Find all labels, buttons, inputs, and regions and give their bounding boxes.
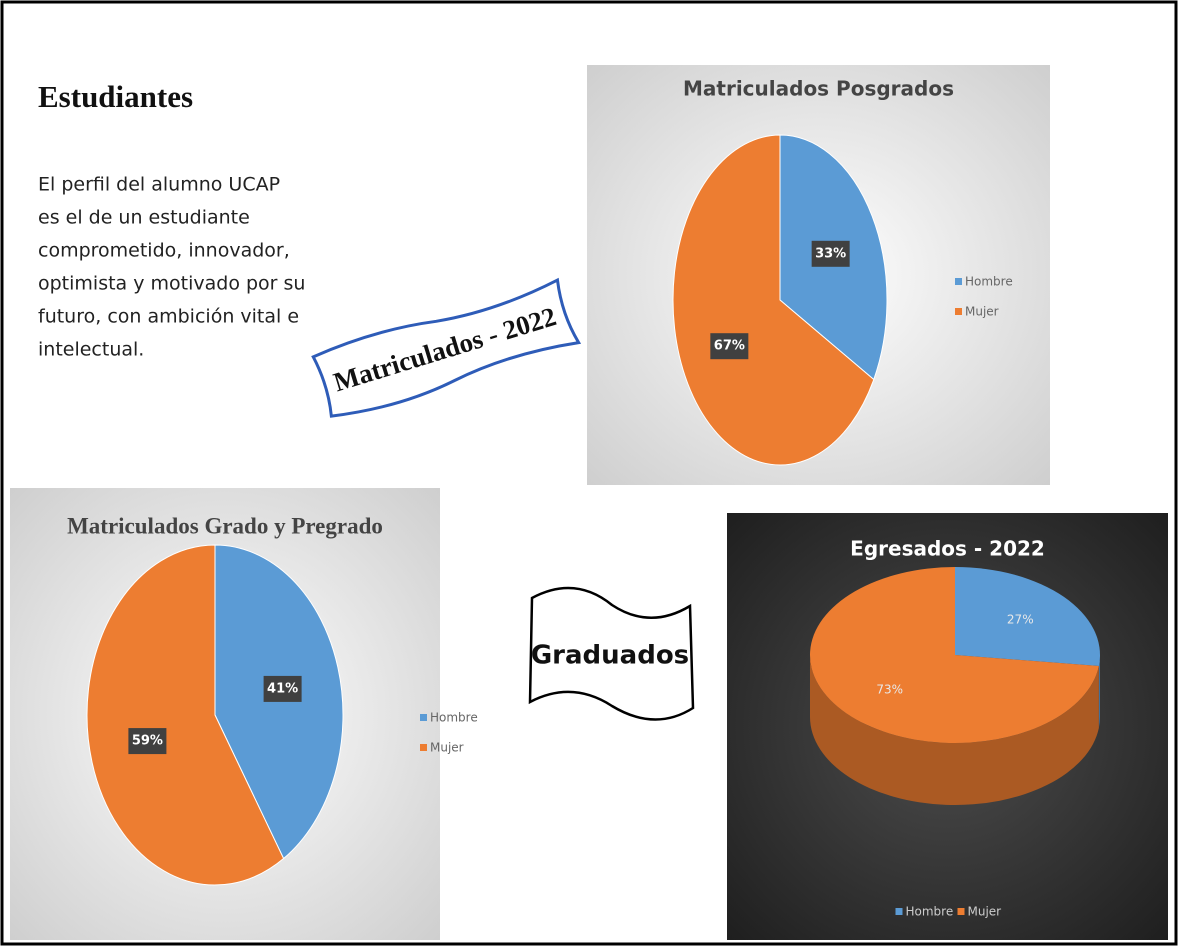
pie-side bbox=[810, 655, 1099, 806]
banner-label: Graduados bbox=[531, 641, 689, 671]
paragraph-line: futuro, con ambición vital e bbox=[38, 306, 299, 328]
data-label: 67% bbox=[714, 339, 745, 354]
banner-shape bbox=[528, 586, 695, 721]
chart-title: Matriculados Grado y Pregrado bbox=[67, 513, 383, 538]
legend-label: Mujer bbox=[430, 741, 464, 755]
data-label: 41% bbox=[267, 681, 298, 696]
paragraph-line: optimista y motivado por su bbox=[38, 273, 305, 295]
pie-slice bbox=[955, 567, 1100, 667]
legend-label: Mujer bbox=[965, 305, 999, 319]
paragraph-line: comprometido, innovador, bbox=[38, 240, 290, 262]
chart: Matriculados Posgrados 33% 67% Hombre Mujer bbox=[587, 65, 1050, 485]
pie-side bbox=[1098, 655, 1100, 729]
legend-label: Hombre bbox=[965, 275, 1013, 289]
paragraph-line: El perfil del alumno UCAP bbox=[38, 174, 280, 196]
pie-slice bbox=[672, 134, 875, 466]
banner-graduados: Graduados bbox=[528, 586, 695, 721]
banner-matriculados: Matriculados - 2022 bbox=[311, 277, 582, 418]
data-label: 27% bbox=[1007, 613, 1034, 627]
legend-swatch bbox=[957, 908, 965, 915]
chart: Egresados - 2022 27% 73% Hombre Mujer bbox=[727, 513, 1168, 940]
paragraph-line: intelectual. bbox=[38, 339, 144, 361]
legend-label: Mujer bbox=[968, 905, 1002, 919]
legend-label: Hombre bbox=[430, 711, 478, 725]
legend-swatch bbox=[955, 308, 962, 315]
legend-swatch bbox=[955, 278, 962, 285]
data-label: 73% bbox=[876, 682, 903, 696]
data-label-box bbox=[263, 675, 302, 702]
legend-swatch bbox=[895, 908, 903, 915]
data-label-box bbox=[128, 728, 167, 755]
pie-slice bbox=[86, 544, 285, 886]
banner-shape bbox=[311, 277, 582, 418]
legend-swatch bbox=[420, 744, 427, 751]
data-label: 33% bbox=[815, 246, 846, 261]
chart: Matriculados Grado y Pregrado 41% 59% Hombr… bbox=[10, 488, 478, 940]
paragraph: El perfil del alumno UCAP es el de un est… bbox=[38, 174, 305, 361]
pie-slice bbox=[810, 567, 1099, 744]
chart-title: Matriculados Posgrados bbox=[683, 77, 954, 101]
legend-label: Hombre bbox=[906, 905, 954, 919]
data-label-box bbox=[811, 240, 850, 267]
paragraph-line: es el de un estudiante bbox=[38, 207, 250, 229]
legend-swatch bbox=[420, 714, 427, 721]
data-label-box bbox=[710, 333, 749, 360]
data-label: 59% bbox=[132, 734, 163, 749]
heading: Estudiantes bbox=[38, 79, 193, 114]
chart-title: Egresados - 2022 bbox=[850, 537, 1045, 561]
